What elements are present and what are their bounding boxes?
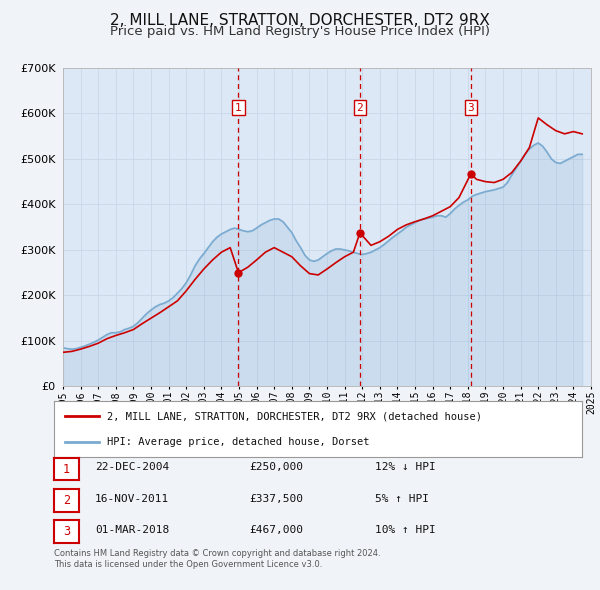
Text: 2: 2 xyxy=(356,103,363,113)
Text: 2, MILL LANE, STRATTON, DORCHESTER, DT2 9RX (detached house): 2, MILL LANE, STRATTON, DORCHESTER, DT2 … xyxy=(107,411,482,421)
Text: 2: 2 xyxy=(63,494,70,507)
Text: Price paid vs. HM Land Registry's House Price Index (HPI): Price paid vs. HM Land Registry's House … xyxy=(110,25,490,38)
Text: 12% ↓ HPI: 12% ↓ HPI xyxy=(375,463,436,472)
Text: 1: 1 xyxy=(235,103,242,113)
Text: £337,500: £337,500 xyxy=(249,494,303,503)
Text: HPI: Average price, detached house, Dorset: HPI: Average price, detached house, Dors… xyxy=(107,437,370,447)
Text: 22-DEC-2004: 22-DEC-2004 xyxy=(95,463,169,472)
Text: 3: 3 xyxy=(63,525,70,538)
Text: 2, MILL LANE, STRATTON, DORCHESTER, DT2 9RX: 2, MILL LANE, STRATTON, DORCHESTER, DT2 … xyxy=(110,13,490,28)
Text: £467,000: £467,000 xyxy=(249,525,303,535)
Text: Contains HM Land Registry data © Crown copyright and database right 2024.: Contains HM Land Registry data © Crown c… xyxy=(54,549,380,558)
Text: £250,000: £250,000 xyxy=(249,463,303,472)
Text: 5% ↑ HPI: 5% ↑ HPI xyxy=(375,494,429,503)
Text: 1: 1 xyxy=(63,463,70,476)
Text: 3: 3 xyxy=(467,103,474,113)
Text: 01-MAR-2018: 01-MAR-2018 xyxy=(95,525,169,535)
Text: 16-NOV-2011: 16-NOV-2011 xyxy=(95,494,169,503)
Text: This data is licensed under the Open Government Licence v3.0.: This data is licensed under the Open Gov… xyxy=(54,560,322,569)
Text: 10% ↑ HPI: 10% ↑ HPI xyxy=(375,525,436,535)
